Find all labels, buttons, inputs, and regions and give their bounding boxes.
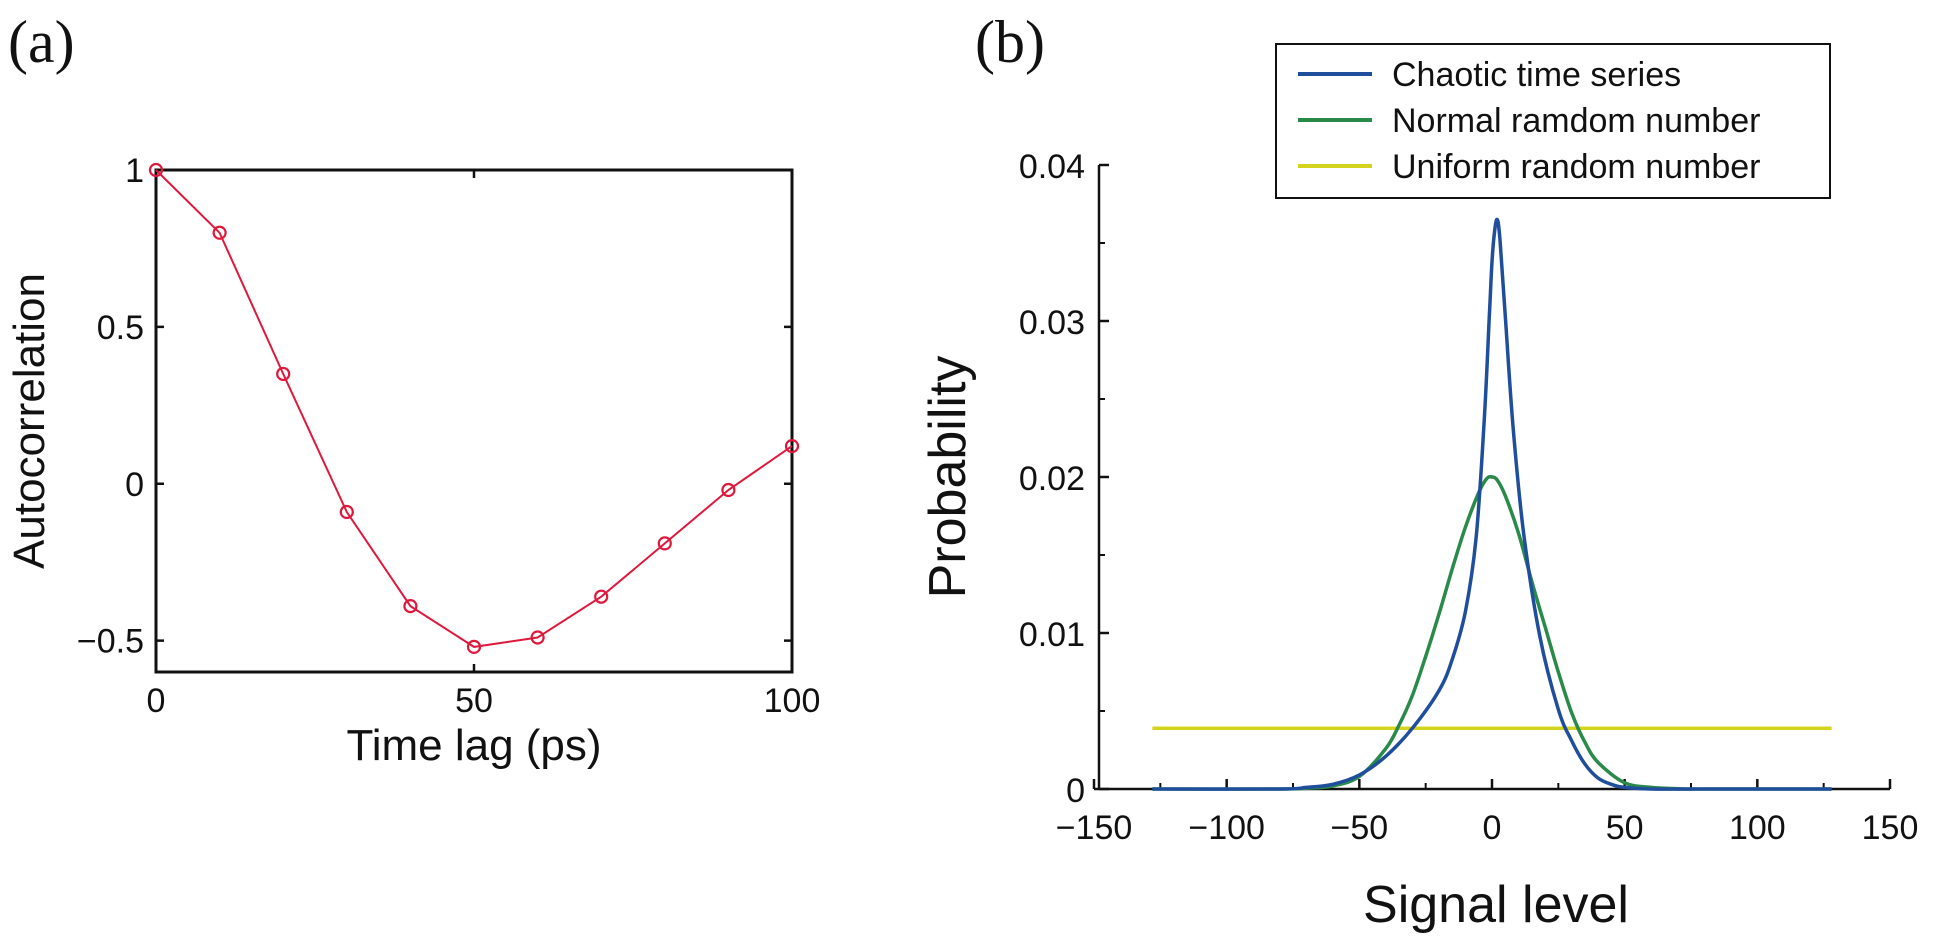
panel-b-x-tick-label: −100 <box>1188 809 1265 847</box>
legend-label-chaotic: Chaotic time series <box>1392 56 1681 94</box>
panel-b-series-line-0 <box>1152 217 1832 791</box>
panel-a-data-point <box>594 589 609 604</box>
panel-b-chart: (b) 0 0.01 0.02 0.03 0.04 −150 −100 −50 0 50 100 15… <box>919 9 1918 934</box>
panel-b-series <box>1152 217 1832 791</box>
panel-a-x-tick-label: 50 <box>455 682 493 720</box>
panel-a-data-point <box>403 599 418 614</box>
panel-a-markers <box>148 162 800 655</box>
panel-b-x-tick-label: 50 <box>1606 809 1644 847</box>
panel-a-data-point <box>466 639 482 655</box>
panel-b-legend: Chaotic time series Normal ramdom number… <box>1275 43 1831 199</box>
legend-label-uniform: Uniform random number <box>1392 148 1760 186</box>
panel-a-label: (a) <box>8 9 75 75</box>
panel-a-ticks <box>154 168 794 672</box>
panel-b-x-tick-label: 100 <box>1729 809 1786 847</box>
panel-a-plot-frame <box>154 168 794 674</box>
panel-a-y-axis-title: Autocorrelation <box>5 273 54 569</box>
panel-b-x-tick-label: 150 <box>1862 809 1919 847</box>
panel-b-y-tick-label: 0.02 <box>1019 460 1085 498</box>
panel-a-data-point <box>276 366 291 382</box>
panel-b-y-tick-label: 0 <box>1066 772 1085 810</box>
panel-b-label: (b) <box>975 9 1045 75</box>
panel-a-tick-labels: 10.50−0.50 50 100 <box>77 152 820 720</box>
panel-a-data-point <box>212 225 227 240</box>
panel-b-series-line-1 <box>1152 474 1832 791</box>
panel-b-x-tick-label: −50 <box>1330 809 1388 847</box>
panel-a-data-point <box>530 630 545 645</box>
panel-a-series-line <box>155 169 793 648</box>
panel-a-y-tick-label: 0 <box>125 466 144 504</box>
panel-a-data-point <box>784 439 800 454</box>
panel-a-chart: (a) 10.50−0.50 50 100 Time lag (ps) Autoco… <box>5 9 820 770</box>
panel-a-x-tick-label: 100 <box>764 682 821 720</box>
panel-b-y-tick-label: 0.03 <box>1019 304 1085 342</box>
panel-a-y-tick-label: 0.5 <box>97 309 144 347</box>
panel-b-y-tick-label: 0.04 <box>1019 148 1085 186</box>
panel-a-data-point <box>339 504 354 520</box>
panel-a-x-tick-label: 0 <box>147 682 166 720</box>
panel-a-y-tick-label: 1 <box>125 152 144 190</box>
panel-a-data-point <box>657 536 672 551</box>
panel-a-x-axis-title: Time lag (ps) <box>346 721 601 770</box>
panel-b-tick-labels: 0 0.01 0.02 0.03 0.04 −150 −100 −50 0 50 100 150 <box>1019 148 1919 847</box>
panel-a-data-point <box>148 162 164 178</box>
panel-a-y-tick-label: −0.5 <box>77 623 144 661</box>
panel-b-x-axis-title: Signal level <box>1363 876 1629 934</box>
panel-a-data-point <box>721 482 736 498</box>
panel-b-y-axis-title: Probability <box>919 356 977 599</box>
panel-b-y-tick-label: 0.01 <box>1019 616 1085 654</box>
panel-b-x-tick-label: −150 <box>1056 809 1133 847</box>
panel-b-x-tick-label: 0 <box>1483 809 1502 847</box>
legend-label-normal: Normal ramdom number <box>1392 102 1760 140</box>
